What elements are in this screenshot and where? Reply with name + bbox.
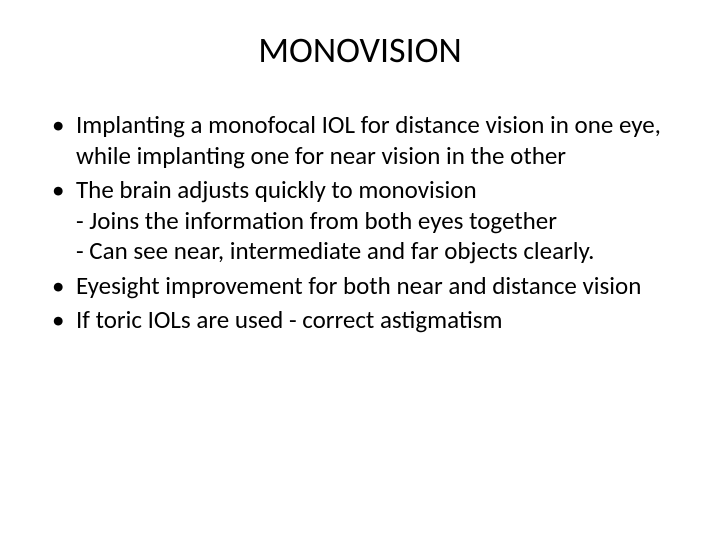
bullet-item: Eyesight improvement for both near and d… — [48, 271, 672, 302]
bullet-text: The brain adjusts quickly to monovision — [76, 174, 477, 205]
bullet-text: Implanting a monofocal IOL for distance … — [76, 109, 661, 171]
bullet-item: If toric IOLs are used - correct astigma… — [48, 305, 672, 336]
bullet-list: Implanting a monofocal IOL for distance … — [48, 110, 672, 336]
slide-container: MONOVISION Implanting a monofocal IOL fo… — [0, 0, 720, 540]
bullet-text: If toric IOLs are used - correct astigma… — [76, 304, 503, 335]
slide-title: MONOVISION — [48, 28, 672, 72]
bullet-item: Implanting a monofocal IOL for distance … — [48, 110, 672, 171]
bullet-item: The brain adjusts quickly to monovision … — [48, 175, 672, 267]
bullet-subline: - Can see near, intermediate and far obj… — [76, 236, 672, 267]
bullet-subline: - Joins the information from both eyes t… — [76, 206, 672, 237]
bullet-text: Eyesight improvement for both near and d… — [76, 270, 641, 301]
slide-content: Implanting a monofocal IOL for distance … — [48, 110, 672, 336]
